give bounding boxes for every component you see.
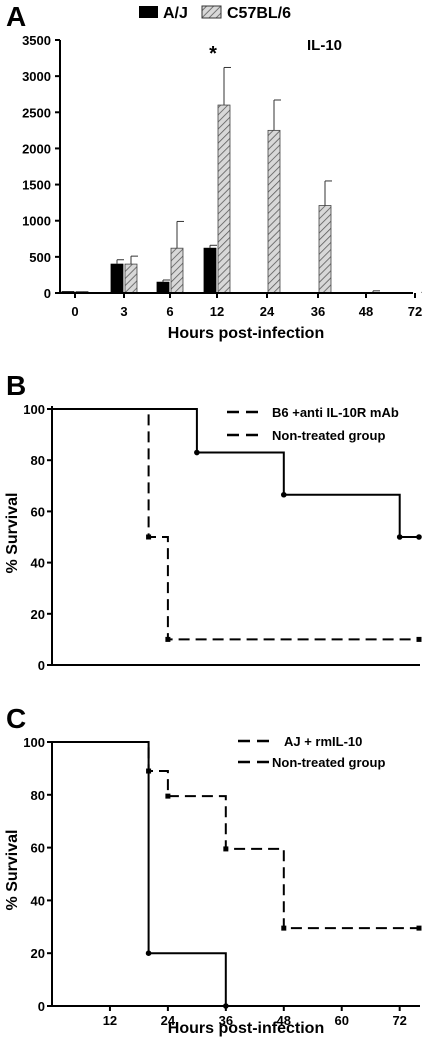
y-tick-label: 20 xyxy=(31,607,45,622)
panel-c-legend: AJ + rmIL-10 Non-treated group xyxy=(238,734,385,770)
survival-marker xyxy=(194,449,200,456)
panel-letter-c: C xyxy=(6,703,26,734)
y-tick-label: 40 xyxy=(31,556,45,571)
panel-a-y-ticks: 0 500 1000 1500 2000 2500 3000 3500 xyxy=(22,33,60,301)
y-tick-label: 60 xyxy=(31,504,45,519)
x-tick-label: 12 xyxy=(210,304,224,319)
x-tick-label: 36 xyxy=(219,1013,233,1028)
y-tick-label: 100 xyxy=(23,402,45,417)
y-tick-label: 3500 xyxy=(22,33,51,48)
y-tick-label: 500 xyxy=(29,250,51,265)
bar-c57bl6 xyxy=(124,263,138,294)
bar-aj xyxy=(156,281,170,294)
y-tick-label: 40 xyxy=(31,893,45,908)
legend-label-aj-rmil10: AJ + rmIL-10 xyxy=(284,734,362,749)
survival-marker xyxy=(416,636,422,642)
bar-aj xyxy=(110,263,124,294)
panel-a: A A/J C57BL/6 IL-10 * 0 500 1000 1500 2000 25… xyxy=(6,1,422,342)
y-tick-label: 0 xyxy=(38,999,45,1014)
panel-b-legend: B6 +anti IL-10R mAb Non-treated group xyxy=(227,405,399,443)
x-tick-label: 48 xyxy=(359,304,373,319)
x-tick-label: 24 xyxy=(161,1013,176,1028)
survival-marker xyxy=(223,846,229,852)
y-tick-label: 3000 xyxy=(22,69,51,84)
y-tick-label: 0 xyxy=(38,658,45,673)
panel-a-annotation: IL-10 xyxy=(307,37,342,54)
survival-marker xyxy=(165,636,171,642)
survival-marker xyxy=(280,491,287,498)
x-tick-label: 0 xyxy=(71,304,78,319)
legend-swatch-aj xyxy=(139,6,158,18)
panel-b-y-label: % Survival xyxy=(4,493,21,574)
panel-letter-b: B xyxy=(6,370,26,401)
x-tick-label: 24 xyxy=(260,304,275,319)
bar-c57bl6 xyxy=(170,247,184,294)
x-tick-label: 60 xyxy=(335,1013,349,1028)
non-treated-survival-curve xyxy=(52,408,419,538)
legend-swatch-c57bl6 xyxy=(201,5,222,19)
panel-c-survival-curves xyxy=(52,741,422,1009)
survival-marker xyxy=(396,534,403,540)
survival-marker xyxy=(281,925,287,931)
panel-a-bars xyxy=(61,66,422,294)
panel-b: B B6 +anti IL-10R mAb Non-treated group … xyxy=(4,370,422,673)
survival-marker xyxy=(165,793,171,799)
y-tick-label: 2500 xyxy=(22,105,51,120)
y-tick-label: 1500 xyxy=(22,178,51,193)
legend-label-b6-anti-il10r: B6 +anti IL-10R mAb xyxy=(272,405,399,420)
panel-letter-a: A xyxy=(6,1,26,32)
panel-c-y-ticks: 0 20 40 60 80 100 xyxy=(23,735,52,1014)
legend-label-c57bl6: C57BL/6 xyxy=(227,5,291,22)
bar-aj xyxy=(203,247,217,294)
y-tick-label: 80 xyxy=(31,788,45,803)
panel-c-y-label: % Survival xyxy=(4,830,21,911)
panel-a-x-ticks: 0 3 6 12 24 36 48 72 xyxy=(71,293,422,319)
bar-c57bl6 xyxy=(217,104,231,294)
survival-marker xyxy=(145,950,152,956)
survival-marker xyxy=(416,925,422,931)
bar-c57bl6 xyxy=(267,129,281,294)
x-tick-label: 72 xyxy=(408,304,422,319)
bar-c57bl6 xyxy=(318,205,332,294)
non-treated-survival-curve xyxy=(52,741,227,1006)
y-tick-label: 20 xyxy=(31,946,45,961)
y-tick-label: 60 xyxy=(31,841,45,856)
panel-c-x-label: Hours post-infection xyxy=(168,1020,324,1037)
x-tick-label: 3 xyxy=(120,304,127,319)
y-tick-label: 2000 xyxy=(22,141,51,156)
y-tick-label: 100 xyxy=(23,735,45,750)
y-tick-label: 1000 xyxy=(22,214,51,229)
survival-marker xyxy=(146,534,152,540)
y-tick-label: 80 xyxy=(31,453,45,468)
legend-label-non-treated-c: Non-treated group xyxy=(272,755,385,770)
legend-label-aj: A/J xyxy=(163,5,188,22)
x-tick-label: 6 xyxy=(166,304,173,319)
y-tick-label: 0 xyxy=(44,286,51,301)
x-tick-label: 36 xyxy=(311,304,325,319)
panel-b-survival-curves xyxy=(52,408,422,642)
x-tick-label: 12 xyxy=(103,1013,117,1028)
panel-b-y-ticks: 0 20 40 60 80 100 xyxy=(23,402,52,673)
treated-survival-curve xyxy=(52,408,419,641)
panel-c: C AJ + rmIL-10 Non-treated group % Survi… xyxy=(4,703,422,1037)
panel-a-legend: A/J C57BL/6 xyxy=(139,5,291,22)
survival-marker xyxy=(416,534,422,540)
panel-c-x-ticks: 12 24 36 48 60 72 xyxy=(103,1006,407,1028)
legend-label-non-treated-b: Non-treated group xyxy=(272,428,385,443)
panel-a-x-label: Hours post-infection xyxy=(168,325,324,342)
x-tick-label: 72 xyxy=(392,1013,406,1028)
significance-star: * xyxy=(209,43,217,65)
x-tick-label: 48 xyxy=(277,1013,291,1028)
